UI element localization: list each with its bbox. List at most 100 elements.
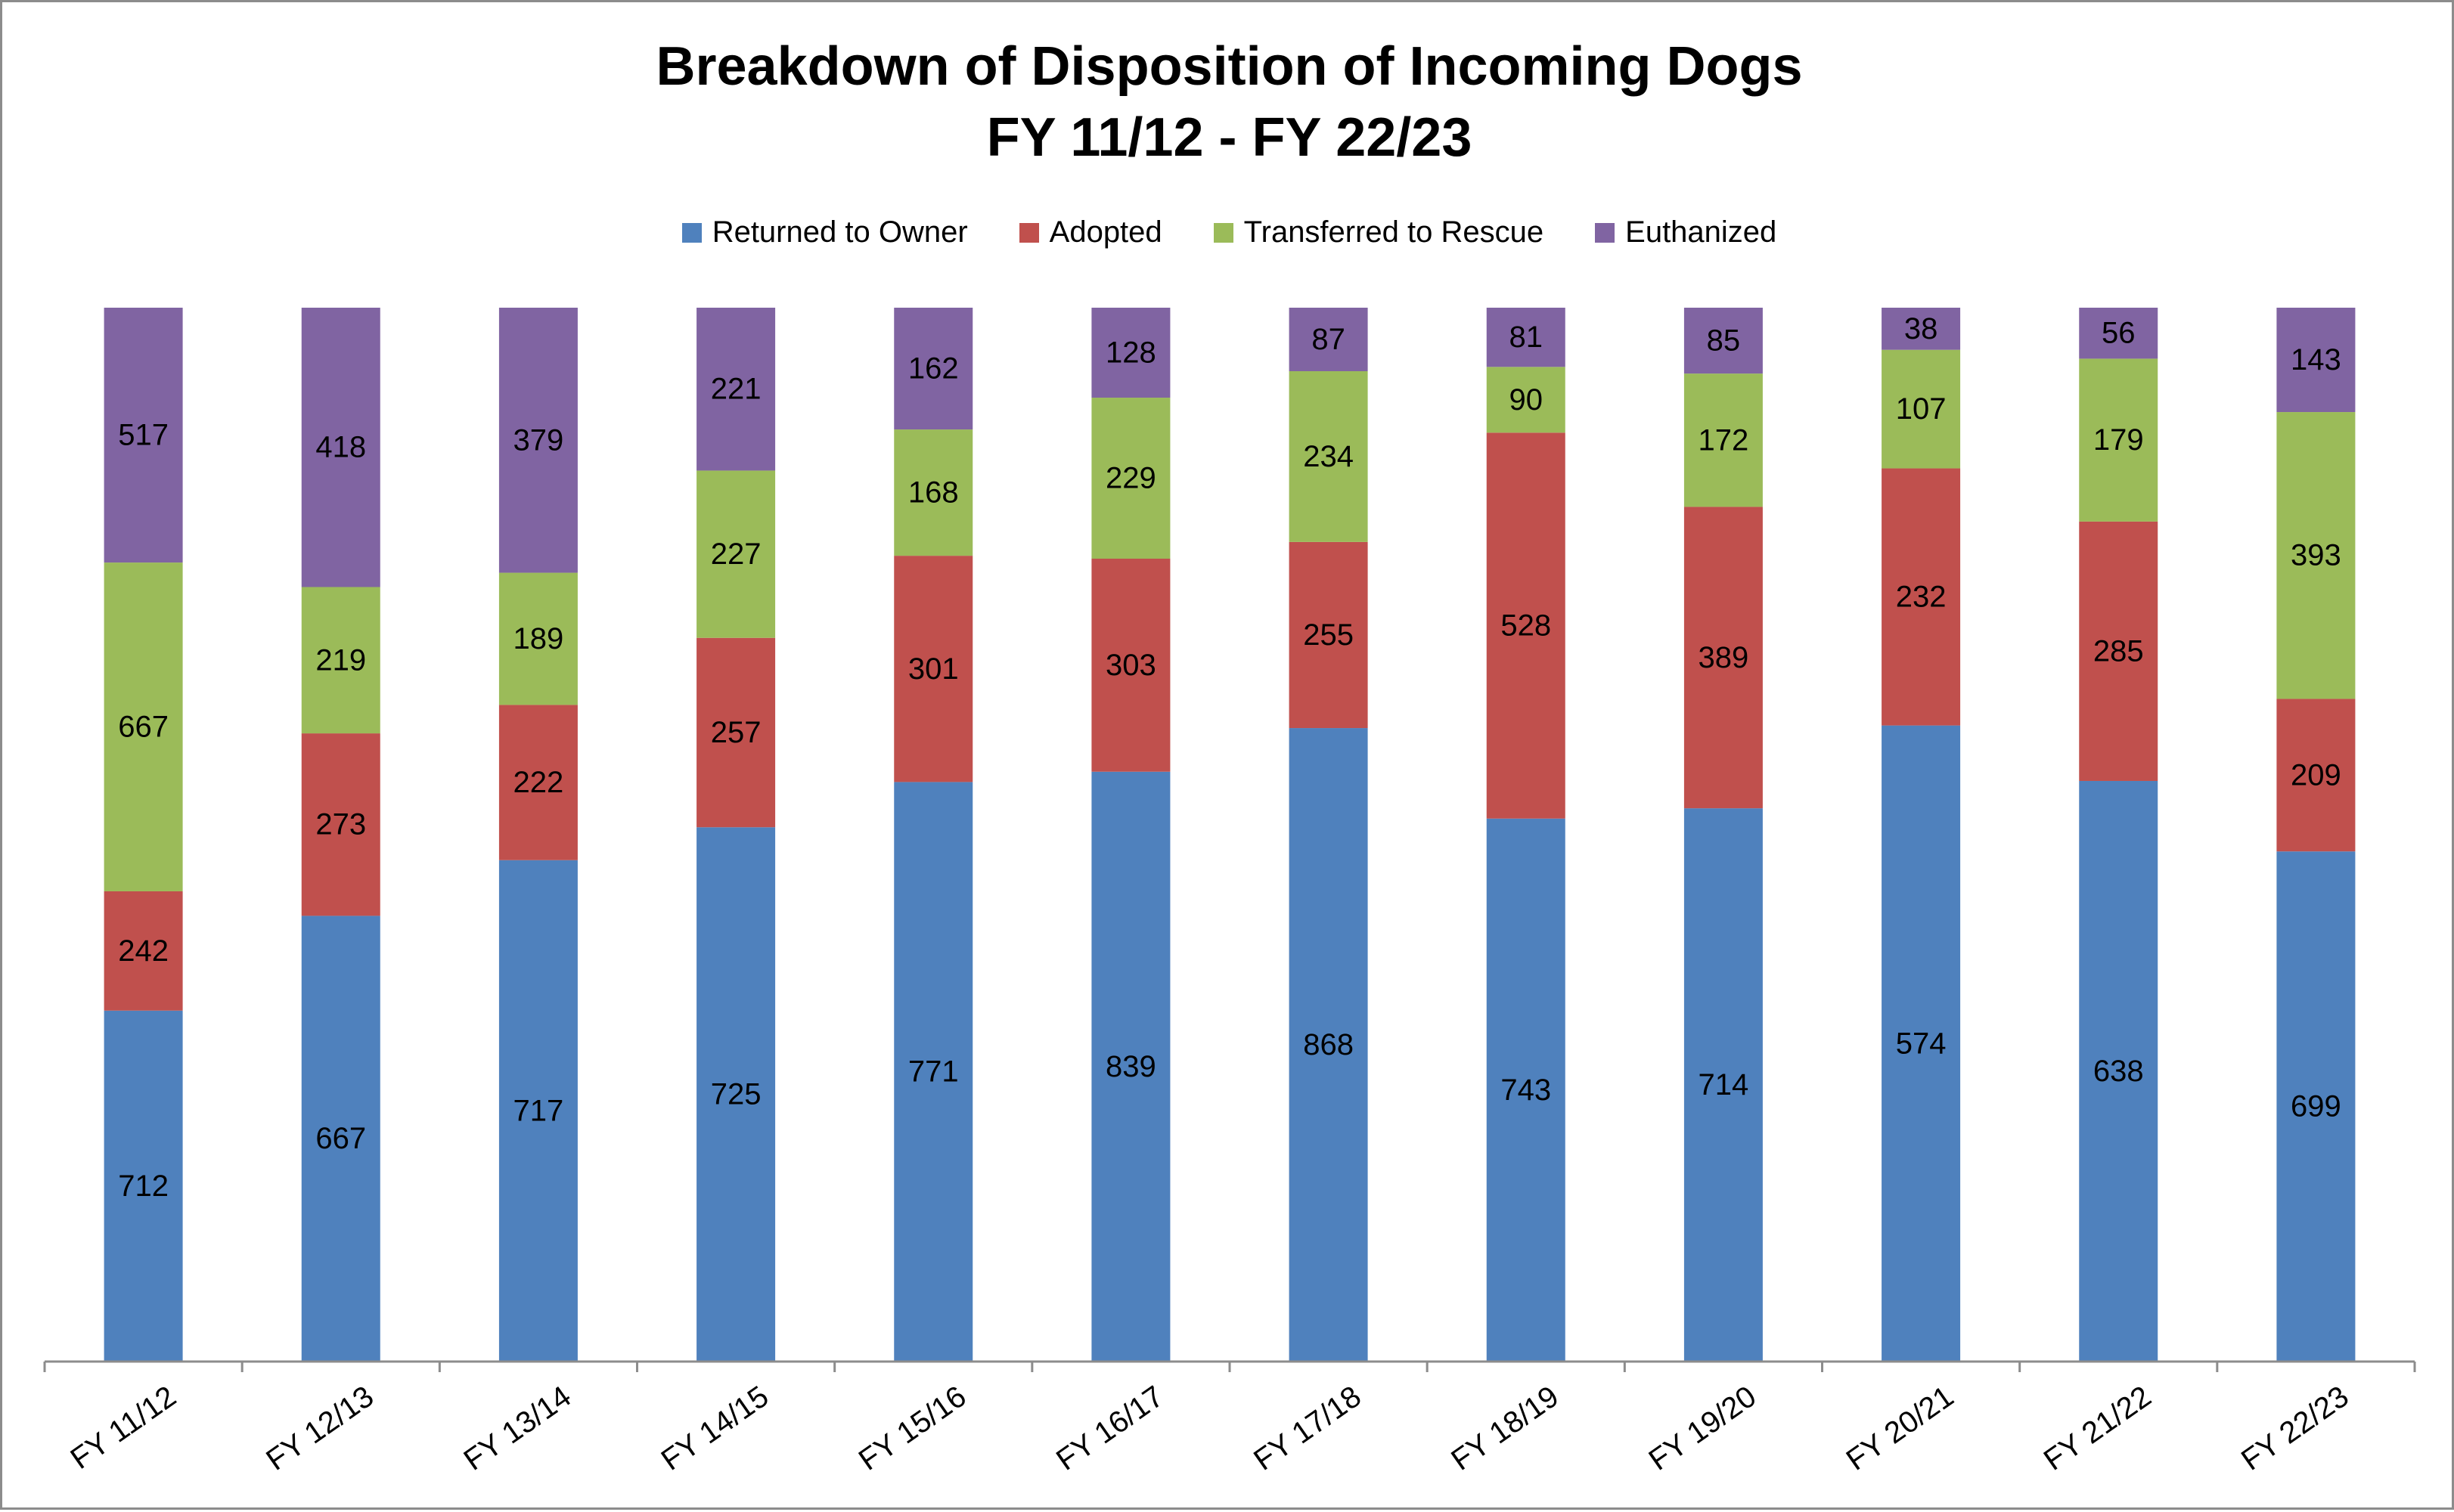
data-label-adopted: 232 [1896, 581, 1947, 614]
bar-segment-adopted [1683, 507, 1763, 809]
bar-segment-adopted [301, 733, 380, 916]
x-tick-label: FY 18/19 [1445, 1380, 1565, 1477]
data-label-returned-to-owner: 868 [1303, 1028, 1354, 1061]
data-label-adopted: 285 [2093, 634, 2144, 668]
x-tick-label: FY 22/23 [2235, 1380, 2355, 1477]
bar-segment-returned-to-owner [696, 827, 776, 1362]
x-tick-label: FY 16/17 [1050, 1380, 1170, 1477]
bar-segment-euthanized [1486, 308, 1565, 367]
bar-segment-euthanized [1683, 308, 1763, 374]
data-label-returned-to-owner: 771 [908, 1055, 959, 1089]
data-label-euthanized: 128 [1106, 336, 1156, 370]
bar-segment-transferred-to-rescue [1683, 373, 1763, 507]
data-label-returned-to-owner: 839 [1106, 1050, 1156, 1083]
bar-segment-returned-to-owner [301, 916, 380, 1362]
bar-segment-euthanized [894, 308, 973, 430]
data-label-transferred-to-rescue: 168 [908, 476, 959, 510]
data-label-returned-to-owner: 714 [1699, 1068, 1749, 1101]
x-tick-label: FY 21/22 [2038, 1380, 2158, 1477]
data-label-transferred-to-rescue: 234 [1303, 440, 1354, 473]
data-label-transferred-to-rescue: 189 [513, 622, 564, 655]
data-label-returned-to-owner: 743 [1500, 1074, 1551, 1107]
data-label-transferred-to-rescue: 179 [2093, 423, 2144, 457]
legend-swatch-euthanized [1595, 222, 1615, 243]
bar-segment-returned-to-owner [894, 782, 973, 1362]
bar-segment-adopted [104, 891, 183, 1011]
bar-segment-euthanized [1882, 308, 1961, 350]
bar-segment-transferred-to-rescue [894, 429, 973, 556]
bar-segment-adopted [1486, 432, 1565, 819]
bar-segment-adopted [696, 637, 776, 828]
bar-segment-returned-to-owner [1091, 771, 1171, 1362]
data-label-adopted: 273 [315, 808, 366, 841]
data-label-adopted: 389 [1699, 641, 1749, 674]
legend-label-euthanized: Euthanized [1625, 215, 1777, 249]
x-tick-label: FY 15/16 [853, 1380, 973, 1477]
x-tick-label: FY 12/13 [260, 1380, 380, 1477]
bar-segment-euthanized [104, 308, 183, 563]
x-tick-label: FY 14/15 [656, 1380, 775, 1477]
data-label-adopted: 255 [1303, 618, 1354, 652]
x-tick-label: FY 11/12 [65, 1380, 182, 1476]
chart-title: Breakdown of Disposition of Incoming Dog… [2, 31, 2454, 173]
bar-segment-returned-to-owner [1683, 808, 1763, 1362]
bar-segment-returned-to-owner [2079, 780, 2158, 1362]
bar-segment-returned-to-owner [498, 860, 578, 1362]
bar-segment-transferred-to-rescue [1486, 367, 1565, 433]
bar-segment-transferred-to-rescue [1091, 398, 1171, 559]
data-label-euthanized: 379 [513, 423, 564, 457]
data-label-euthanized: 81 [1509, 321, 1543, 354]
data-label-returned-to-owner: 667 [315, 1122, 366, 1155]
bar-segment-adopted [2276, 699, 2356, 852]
bar-segment-transferred-to-rescue [696, 470, 776, 638]
data-label-euthanized: 418 [315, 431, 366, 464]
bar-segment-adopted [1091, 558, 1171, 772]
data-label-transferred-to-rescue: 667 [118, 711, 169, 744]
bar-segment-euthanized [301, 308, 380, 587]
chart-title-line-1: Breakdown of Disposition of Incoming Dog… [656, 36, 1803, 97]
data-label-euthanized: 517 [118, 419, 169, 452]
legend-swatch-transferred-to-rescue [1213, 222, 1233, 243]
bar-segment-transferred-to-rescue [2276, 412, 2356, 699]
legend-item-transferred-to-rescue: Transferred to Rescue [1213, 215, 1543, 249]
legend-label-adopted: Adopted [1049, 215, 1162, 249]
bar-segment-adopted [1882, 468, 1961, 726]
bar-segment-euthanized [1091, 308, 1171, 398]
x-tick-label: FY 17/18 [1248, 1380, 1367, 1477]
chart-title-line-2: FY 11/12 - FY 22/23 [986, 107, 1472, 168]
bar-segment-transferred-to-rescue [2079, 358, 2158, 522]
data-label-euthanized: 221 [711, 373, 762, 406]
data-label-transferred-to-rescue: 229 [1106, 462, 1156, 495]
data-label-euthanized: 56 [2102, 317, 2136, 350]
data-label-adopted: 257 [711, 716, 762, 749]
data-label-returned-to-owner: 725 [711, 1078, 762, 1111]
data-label-adopted: 528 [1500, 609, 1551, 643]
data-label-adopted: 209 [2291, 758, 2341, 792]
data-label-transferred-to-rescue: 393 [2291, 539, 2341, 572]
bar-segment-returned-to-owner [1882, 725, 1961, 1362]
bar-segment-euthanized [2276, 308, 2356, 413]
bar-segment-returned-to-owner [104, 1010, 183, 1362]
bar-segment-euthanized [696, 308, 776, 471]
data-label-euthanized: 38 [1904, 312, 1938, 345]
bar-segment-adopted [894, 556, 973, 782]
data-label-transferred-to-rescue: 90 [1509, 383, 1543, 417]
data-label-euthanized: 162 [908, 352, 959, 386]
bar-segment-adopted [1289, 541, 1368, 729]
bar-segment-euthanized [2079, 308, 2158, 359]
data-label-returned-to-owner: 712 [118, 1170, 169, 1203]
x-tick-label: FY 19/20 [1643, 1380, 1763, 1477]
bar-segment-transferred-to-rescue [301, 587, 380, 734]
legend-label-returned-to-owner: Returned to Owner [712, 215, 968, 249]
data-label-adopted: 303 [1106, 649, 1156, 682]
data-label-returned-to-owner: 574 [1896, 1027, 1947, 1060]
data-label-returned-to-owner: 638 [2093, 1055, 2144, 1088]
data-label-transferred-to-rescue: 172 [1699, 423, 1749, 457]
bar-segment-adopted [2079, 521, 2158, 781]
bar-segment-returned-to-owner [2276, 851, 2356, 1362]
bar-segment-returned-to-owner [1289, 728, 1368, 1362]
bar-segment-returned-to-owner [1486, 818, 1565, 1362]
bar-segment-transferred-to-rescue [104, 562, 183, 891]
